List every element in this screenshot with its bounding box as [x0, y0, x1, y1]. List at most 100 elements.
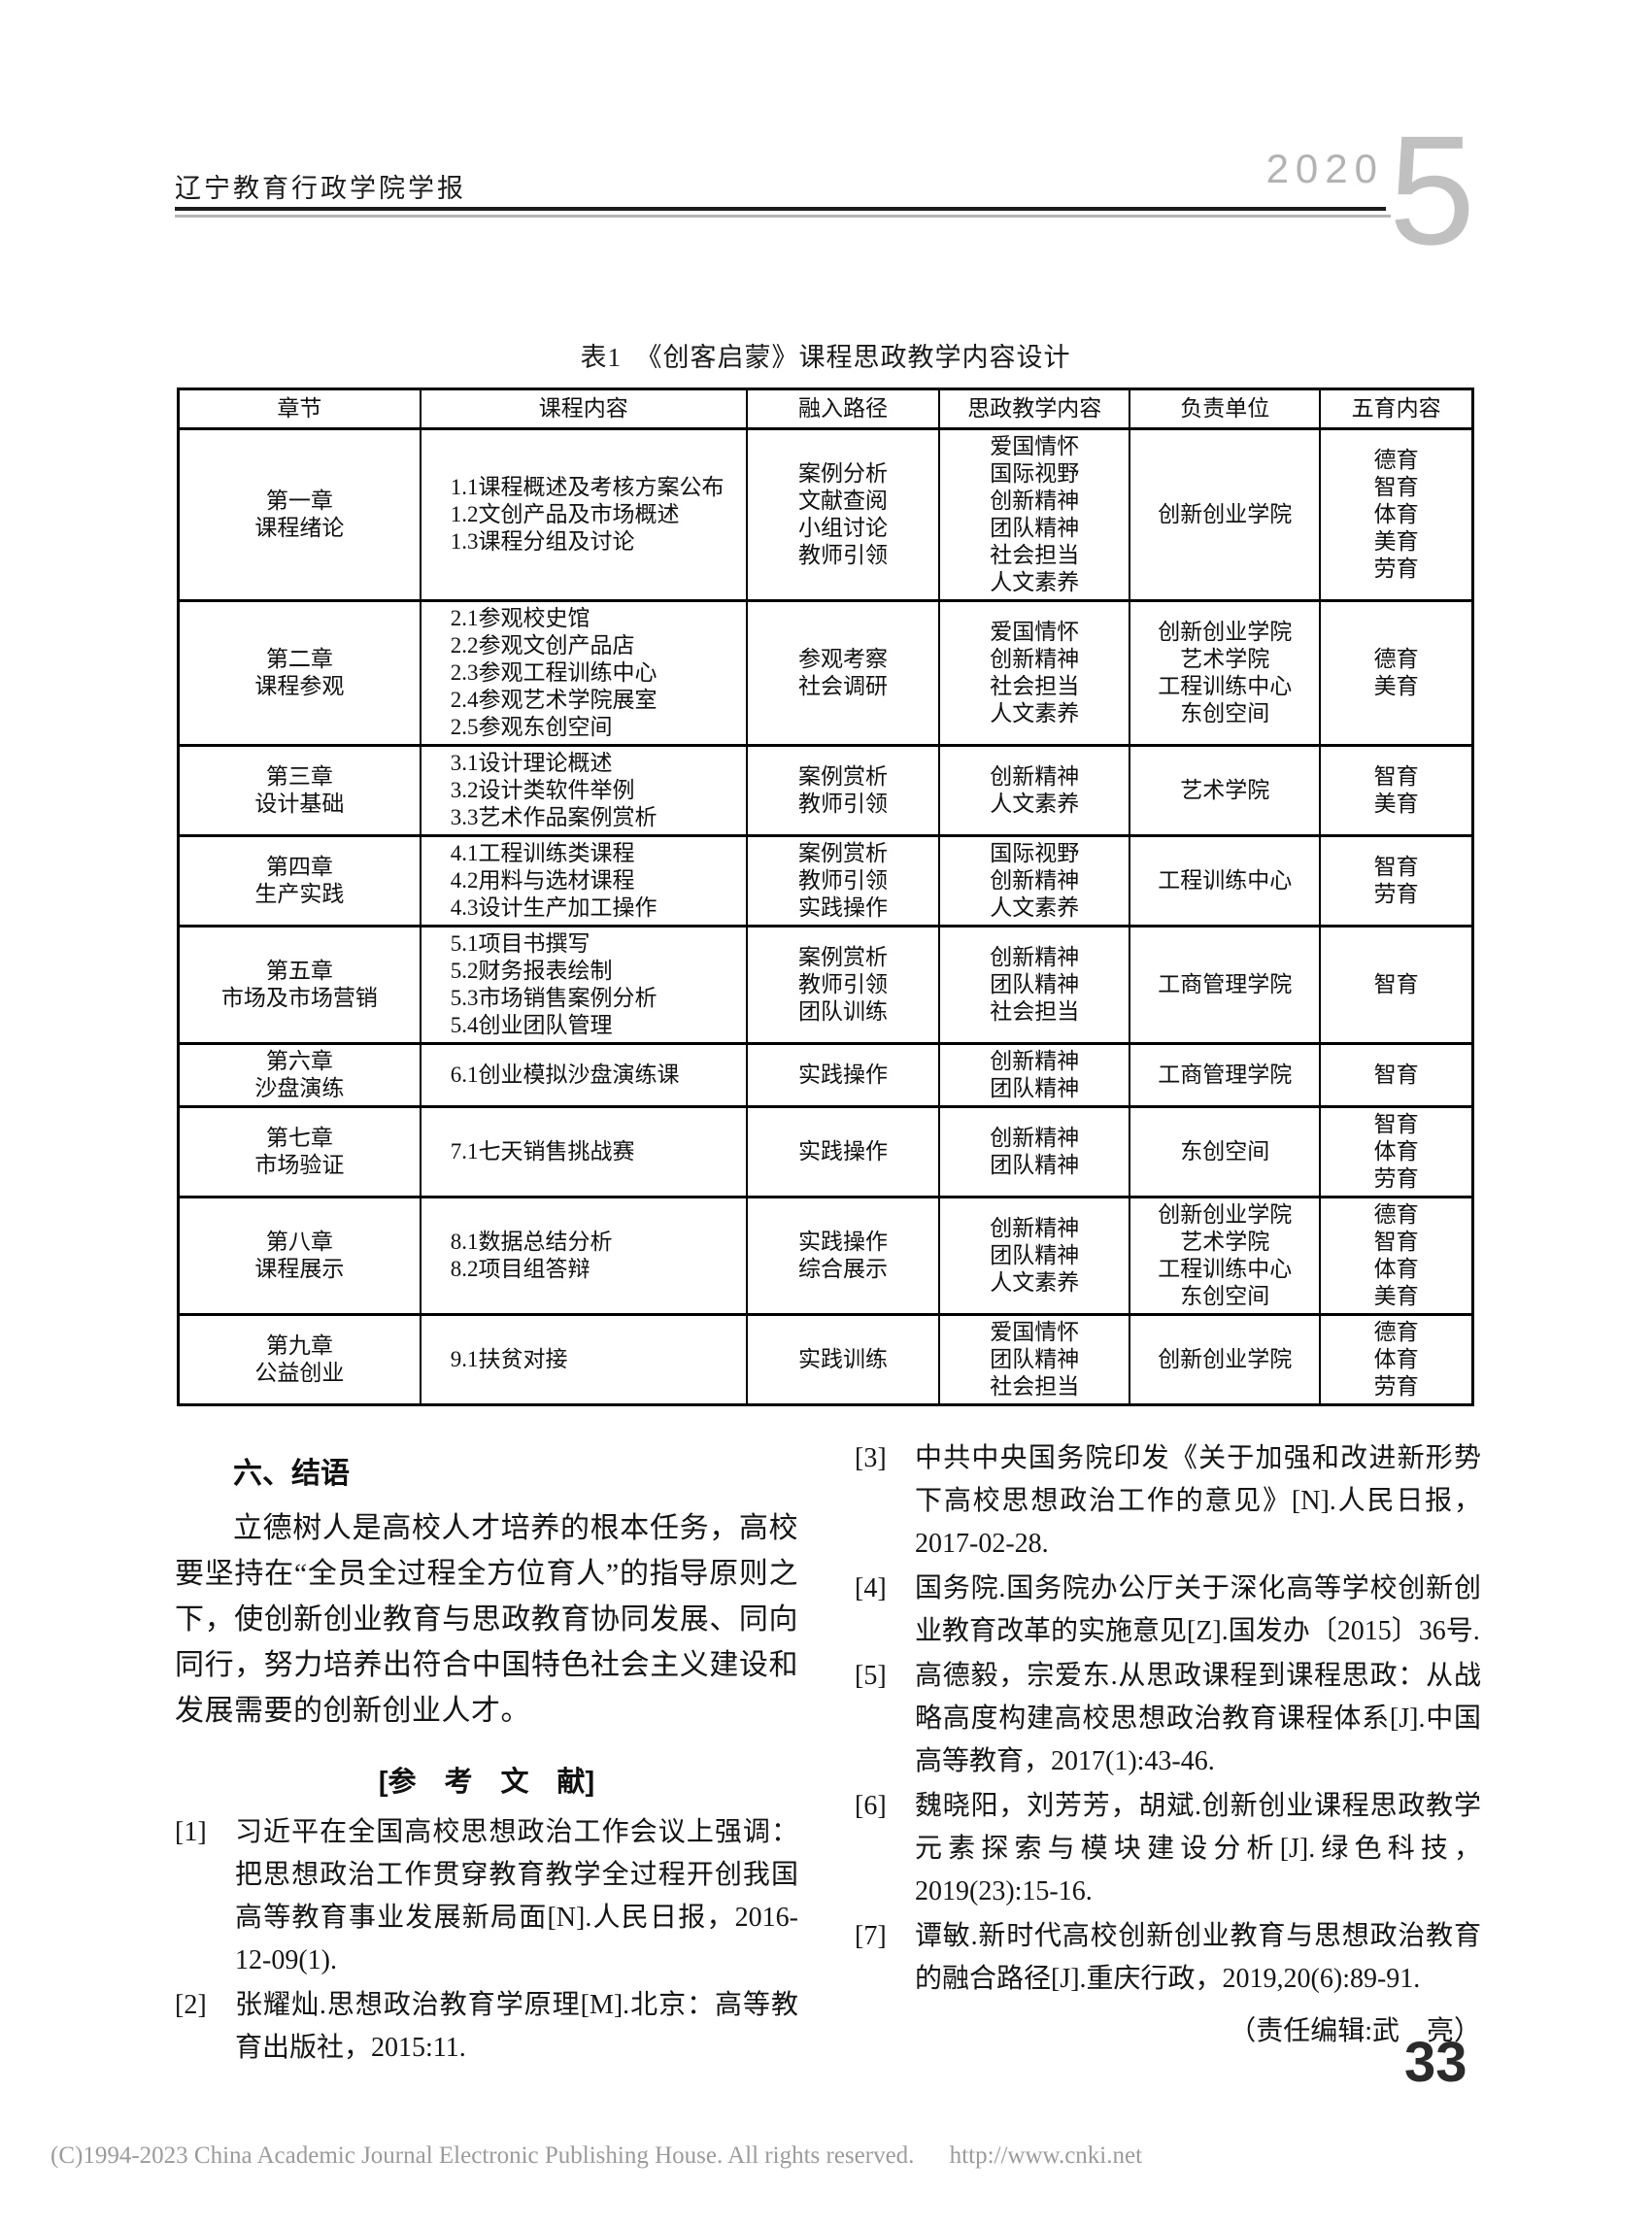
path-cell: 案例赏析 教师引领 团队训练	[745, 925, 941, 1045]
page-number: 33	[1404, 2031, 1467, 2094]
column-header-chapter: 章节	[177, 388, 421, 430]
footer-copyright: (C)1994-2023 China Academic Journal Elec…	[51, 2142, 915, 2169]
reference-text: 张耀灿.思想政治教育学原理[M].北京：高等教育出版社，2015:11.	[235, 1990, 798, 2063]
chapter-cell: 第六章 沙盘演练	[177, 1042, 421, 1108]
course-table: 章节 课程内容 融入路径 思政教学内容 负责单位 五育内容 第一章 课程绪论 1…	[177, 388, 1474, 1406]
path-cell: 实践操作	[745, 1105, 941, 1198]
chapter-cell: 第二章 课程参观	[177, 599, 421, 747]
chapter-cell: 第八章 课程展示	[177, 1196, 421, 1316]
chapter-cell: 第一章 课程绪论	[177, 427, 421, 602]
issue-year: 2020	[1265, 146, 1384, 191]
ideology-cell: 创新精神 团队精神	[938, 1105, 1131, 1198]
ideology-cell: 创新精神 人文素养	[938, 744, 1131, 837]
reference-item: [3] 中共中央国务院印发《关于加强和改进新形势下高校思想政治工作的意见》[N]…	[855, 1437, 1481, 1566]
ideology-cell: 爱国情怀 国际视野 创新精神 团队精神 社会担当 人文素养	[938, 427, 1131, 602]
content-cell: 9.1扶贫对接	[419, 1313, 748, 1406]
left-text-column: 六、结语 立德树人是高校人才培养的根本任务，高校要坚持在“全员全过程全方位育人”…	[175, 1449, 798, 2072]
five-edu-cell: 德育 体育 劳育	[1319, 1313, 1474, 1406]
header-rule-light	[175, 215, 1391, 218]
table-row: 第四章 生产实践 4.1工程训练类课程 4.2用料与选材课程 4.3设计生产加工…	[177, 834, 1474, 928]
header-rule-dark	[175, 207, 1386, 211]
content-cell: 3.1设计理论概述 3.2设计类软件举例 3.3艺术作品案例赏析	[419, 744, 748, 837]
table-row: 第八章 课程展示 8.1数据总结分析 8.2项目组答辩 实践操作 综合展示 创新…	[177, 1196, 1474, 1316]
reference-label: [4]	[855, 1573, 887, 1603]
path-cell: 案例赏析 教师引领	[745, 744, 941, 837]
path-cell: 案例分析 文献查阅 小组讨论 教师引领	[745, 427, 941, 602]
unit-cell: 创新创业学院 艺术学院 工程训练中心 东创空间	[1129, 1196, 1322, 1316]
chapter-cell: 第九章 公益创业	[177, 1313, 421, 1406]
content-cell: 5.1项目书撰写 5.2财务报表绘制 5.3市场销售案例分析 5.4创业团队管理	[419, 925, 748, 1045]
content-cell: 6.1创业模拟沙盘演练课	[419, 1042, 748, 1108]
column-header-path: 融入路径	[745, 388, 941, 430]
ideology-cell: 创新精神 团队精神 社会担当	[938, 925, 1131, 1045]
five-edu-cell: 德育 智育 体育 美育	[1319, 1196, 1474, 1316]
unit-cell: 工商管理学院	[1129, 925, 1322, 1045]
ideology-cell: 爱国情怀 团队精神 社会担当	[938, 1313, 1131, 1406]
table-row: 第一章 课程绪论 1.1课程概述及考核方案公布 1.2文创产品及市场概述 1.3…	[177, 427, 1474, 602]
reference-label: [5]	[855, 1661, 887, 1691]
five-edu-cell: 智育 美育	[1319, 744, 1474, 837]
unit-cell: 艺术学院	[1129, 744, 1322, 837]
references-heading: [参 考 文 献]	[378, 1767, 595, 1798]
unit-cell: 工商管理学院	[1129, 1042, 1322, 1108]
ideology-cell: 创新精神 团队精神	[938, 1042, 1131, 1108]
reference-label: [6]	[855, 1791, 887, 1821]
footer: (C)1994-2023 China Academic Journal Elec…	[51, 2142, 1142, 2170]
path-cell: 案例赏析 教师引领 实践操作	[745, 834, 941, 928]
five-edu-cell: 智育	[1319, 1042, 1474, 1108]
reference-item: [6] 魏晓阳，刘芳芳，胡斌.创新创业课程思政教学元素探索与模块建设分析[J].…	[855, 1785, 1481, 1913]
column-header-content: 课程内容	[419, 388, 748, 430]
table-header-row: 章节 课程内容 融入路径 思政教学内容 负责单位 五育内容	[177, 388, 1474, 430]
reference-item: [5] 高德毅，宗爱东.从思政课程到课程思政：从战略高度构建高校思想政治教育课程…	[855, 1655, 1481, 1783]
column-header-unit: 负责单位	[1129, 388, 1322, 430]
reference-label: [1]	[175, 1817, 207, 1847]
reference-text: 中共中央国务院印发《关于加强和改进新形势下高校思想政治工作的意见》[N].人民日…	[915, 1443, 1481, 1559]
table-row: 第六章 沙盘演练 6.1创业模拟沙盘演练课 实践操作 创新精神 团队精神 工商管…	[177, 1042, 1474, 1108]
table-row: 第三章 设计基础 3.1设计理论概述 3.2设计类软件举例 3.3艺术作品案例赏…	[177, 744, 1474, 837]
reference-label: [7]	[855, 1921, 887, 1951]
unit-cell: 创新创业学院	[1129, 427, 1322, 602]
reference-label: [2]	[175, 1990, 207, 2020]
issue-number: 5	[1389, 103, 1475, 277]
unit-cell: 东创空间	[1129, 1105, 1322, 1198]
five-edu-cell: 德育 美育	[1319, 599, 1474, 747]
path-cell: 实践操作 综合展示	[745, 1196, 941, 1316]
content-cell: 4.1工程训练类课程 4.2用料与选材课程 4.3设计生产加工操作	[419, 834, 748, 928]
course-table-block: 表1 《创客启蒙》课程思政教学内容设计 章节 课程内容 融入路径 思政教学内容 …	[177, 336, 1474, 1406]
five-edu-cell: 智育 劳育	[1319, 834, 1474, 928]
ideology-cell: 创新精神 团队精神 人文素养	[938, 1196, 1131, 1316]
path-cell: 实践训练	[745, 1313, 941, 1406]
unit-cell: 创新创业学院 艺术学院 工程训练中心 东创空间	[1129, 599, 1322, 747]
editor-note: （责任编辑:武 亮）	[1229, 2016, 1481, 2046]
ideology-cell: 国际视野 创新精神 人文素养	[938, 834, 1131, 928]
reference-item: [1] 习近平在全国高校思想政治工作会议上强调：把思想政治工作贯穿教育教学全过程…	[175, 1811, 798, 1982]
content-cell: 8.1数据总结分析 8.2项目组答辩	[419, 1196, 748, 1316]
journal-title: 辽宁教育行政学院学报	[175, 174, 466, 203]
conclusion-heading: 六、结语	[233, 1458, 350, 1490]
unit-cell: 创新创业学院	[1129, 1313, 1322, 1406]
table-row: 第七章 市场验证 7.1七天销售挑战赛 实践操作 创新精神 团队精神 东创空间 …	[177, 1105, 1474, 1198]
reference-item: [4] 国务院.国务院办公厅关于深化高等学校创新创业教育改革的实施意见[Z].国…	[855, 1568, 1481, 1653]
reference-text: 高德毅，宗爱东.从思政课程到课程思政：从战略高度构建高校思想政治教育课程体系[J…	[915, 1661, 1481, 1776]
reference-item: [7] 谭敏.新时代高校创新创业教育与思想政治教育的融合路径[J].重庆行政，2…	[855, 1915, 1481, 2001]
conclusion-paragraph: 立德树人是高校人才培养的根本任务，高校要坚持在“全员全过程全方位育人”的指导原则…	[175, 1512, 798, 1727]
reference-text: 谭敏.新时代高校创新创业教育与思想政治教育的融合路径[J].重庆行政，2019,…	[915, 1921, 1481, 1994]
five-edu-cell: 智育	[1319, 925, 1474, 1045]
reference-label: [3]	[855, 1443, 887, 1473]
five-edu-cell: 德育 智育 体育 美育 劳育	[1319, 427, 1474, 602]
column-header-ideology: 思政教学内容	[938, 388, 1131, 430]
content-cell: 1.1课程概述及考核方案公布 1.2文创产品及市场概述 1.3课程分组及讨论	[419, 427, 748, 602]
table-row: 第二章 课程参观 2.1参观校史馆 2.2参观文创产品店 2.3参观工程训练中心…	[177, 599, 1474, 747]
unit-cell: 工程训练中心	[1129, 834, 1322, 928]
chapter-cell: 第七章 市场验证	[177, 1105, 421, 1198]
ideology-cell: 爱国情怀 创新精神 社会担当 人文素养	[938, 599, 1131, 747]
five-edu-cell: 智育 体育 劳育	[1319, 1105, 1474, 1198]
path-cell: 参观考察 社会调研	[745, 599, 941, 747]
table-caption: 表1 《创客启蒙》课程思政教学内容设计	[580, 343, 1071, 372]
reference-text: 魏晓阳，刘芳芳，胡斌.创新创业课程思政教学元素探索与模块建设分析[J].绿色科技…	[915, 1791, 1481, 1906]
table-row: 第九章 公益创业 9.1扶贫对接 实践训练 爱国情怀 团队精神 社会担当 创新创…	[177, 1313, 1474, 1406]
reference-item: [2] 张耀灿.思想政治教育学原理[M].北京：高等教育出版社，2015:11.	[175, 1984, 798, 2070]
footer-url[interactable]: http://www.cnki.net	[949, 2142, 1143, 2169]
reference-text: 国务院.国务院办公厅关于深化高等学校创新创业教育改革的实施意见[Z].国发办〔2…	[915, 1573, 1481, 1646]
